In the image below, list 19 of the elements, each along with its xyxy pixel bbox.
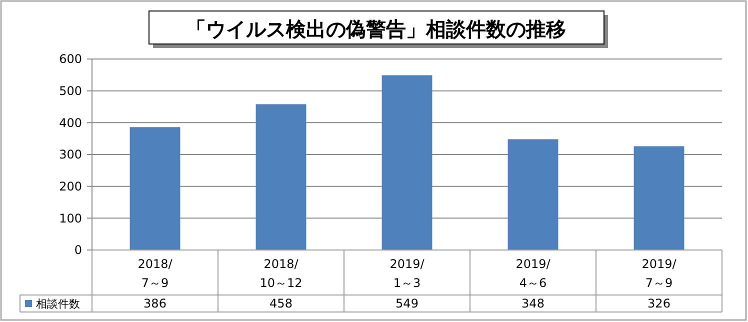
y-tick-label: 400 (59, 116, 82, 130)
data-label: 348 (522, 296, 544, 311)
legend-label: 相談件数 (36, 297, 80, 310)
x-tick-label: 2018/ 10～12 (260, 257, 302, 290)
chart-title: 「ウイルス検出の偽警告」相談件数の推移 (186, 17, 566, 41)
y-tick-label: 0 (74, 243, 82, 258)
data-label: 386 (144, 296, 166, 311)
x-tick-label: 2019/ 7～9 (642, 257, 678, 290)
x-tick-label: 2019/ 4～6 (516, 257, 552, 290)
y-tick-label: 200 (59, 180, 82, 194)
data-label: 458 (270, 296, 292, 311)
y-tick-label: 300 (59, 148, 82, 162)
data-label: 549 (396, 296, 418, 311)
x-tick-label: 2018/ 7～9 (138, 257, 174, 290)
y-tick-label: 100 (59, 211, 82, 226)
data-label: 326 (648, 296, 670, 311)
y-tick-label: 500 (59, 84, 82, 98)
y-tick-label: 600 (59, 52, 82, 66)
x-tick-label: 2019/ 1～3 (390, 257, 426, 290)
